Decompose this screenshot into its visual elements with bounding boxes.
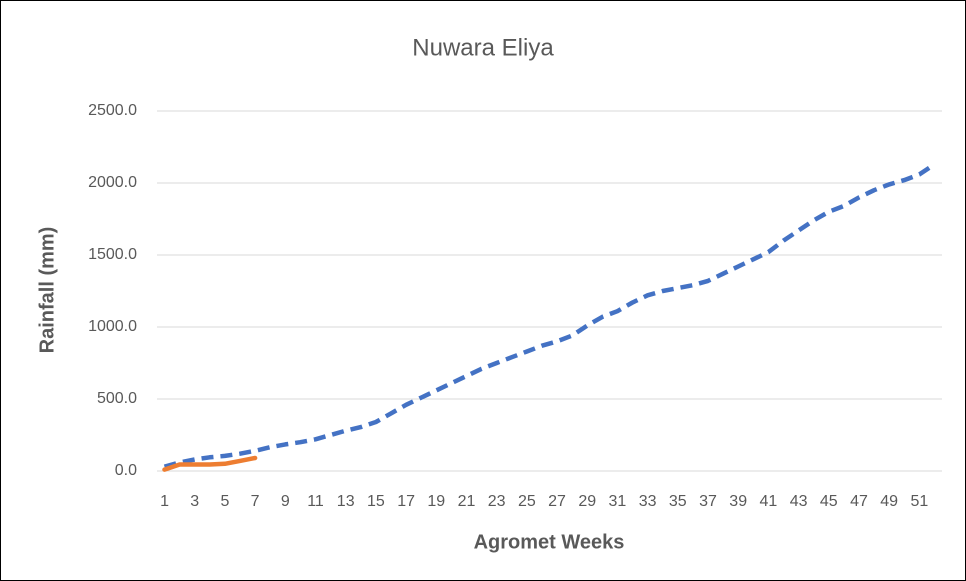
y-tick-label: 500.0: [97, 390, 137, 407]
chart-title: Nuwara Eliya: [412, 34, 554, 61]
x-tick-label: 37: [699, 493, 717, 510]
y-axis-label: Rainfall (mm): [36, 227, 58, 354]
x-axis-label: Agromet Weeks: [474, 531, 625, 553]
y-tick-label: 2500.0: [88, 102, 137, 119]
x-tick-label: 5: [220, 493, 229, 510]
y-tick-label: 1000.0: [88, 318, 137, 335]
y-tick-label: 2000.0: [88, 174, 137, 191]
x-tick-label: 9: [281, 493, 290, 510]
y-tick-label: 0.0: [115, 462, 137, 479]
x-tick-label: 31: [609, 493, 627, 510]
x-tick-label: 25: [518, 493, 536, 510]
line-series: [163, 162, 936, 469]
y-tick-label: 1500.0: [88, 246, 137, 263]
x-tick-label: 39: [729, 493, 747, 510]
x-tick-label: 21: [458, 493, 476, 510]
x-tick-label: 51: [910, 493, 928, 510]
x-tick-label: 41: [759, 493, 777, 510]
x-tick-label: 1: [160, 493, 169, 510]
line-series: [162, 455, 258, 472]
x-tick-label: 7: [251, 493, 260, 510]
x-tick-label: 15: [367, 493, 385, 510]
x-tick-label: 45: [820, 493, 838, 510]
x-tick-label: 17: [397, 493, 415, 510]
x-tick-label: 23: [488, 493, 506, 510]
x-tick-label: 35: [669, 493, 687, 510]
x-tick-label: 49: [880, 493, 898, 510]
x-tick-label: 13: [337, 493, 355, 510]
x-tick-label: 29: [578, 493, 596, 510]
x-tick-label: 33: [639, 493, 657, 510]
x-tick-label: 3: [190, 493, 199, 510]
x-tick-label: 19: [427, 493, 445, 510]
x-tick-label: 27: [548, 493, 566, 510]
x-tick-label: 43: [790, 493, 808, 510]
x-tick-label: 11: [307, 493, 324, 510]
x-tick-label: 47: [850, 493, 868, 510]
